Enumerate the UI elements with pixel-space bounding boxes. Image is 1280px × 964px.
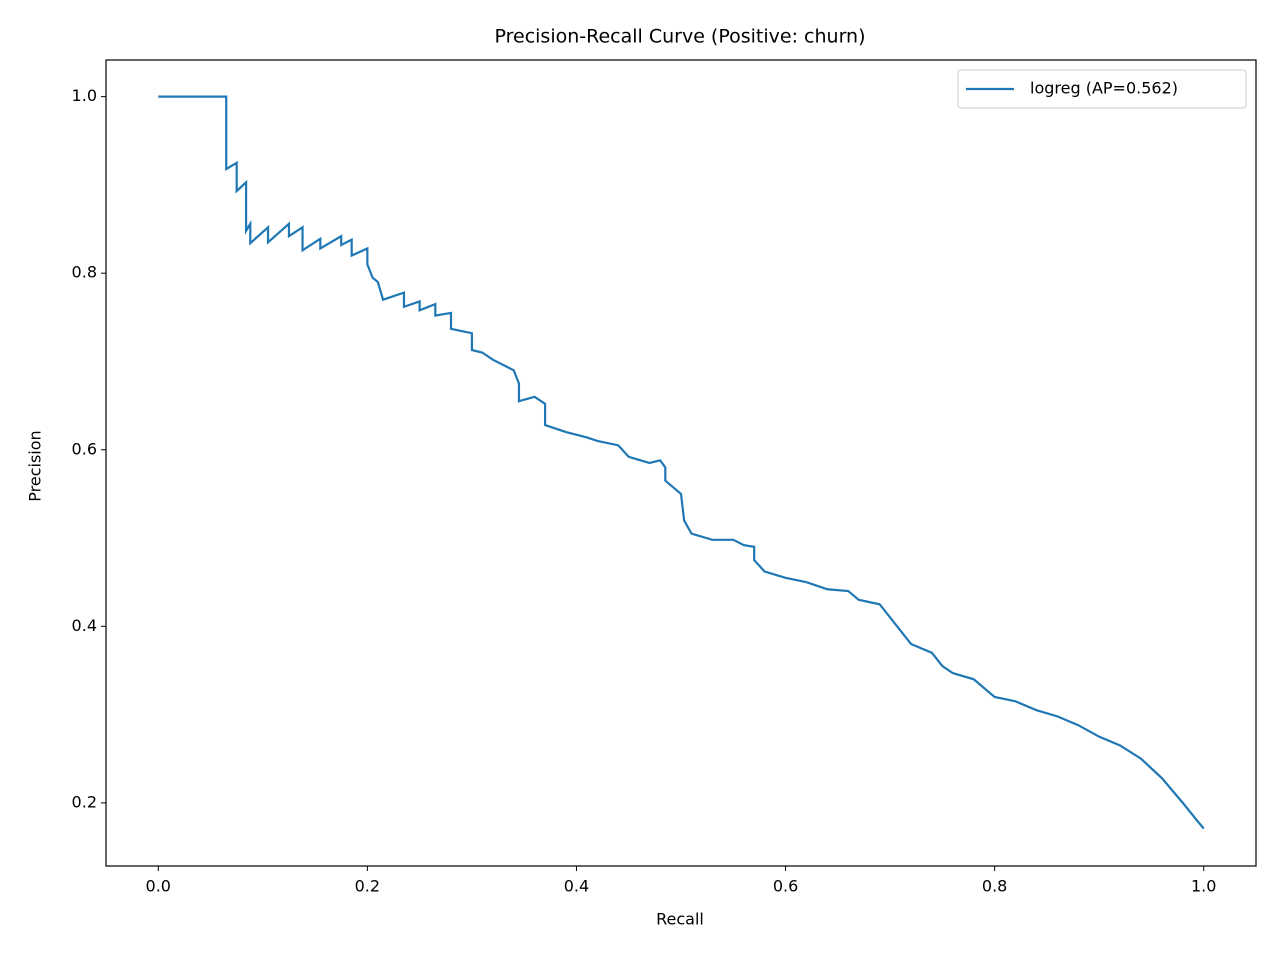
x-tick-label: 0.6 bbox=[773, 877, 798, 896]
legend-box bbox=[957, 69, 1247, 109]
plot-frame bbox=[105, 59, 1257, 867]
x-tick-label: 0.8 bbox=[982, 877, 1007, 896]
chart-title: Precision-Recall Curve (Positive: churn) bbox=[494, 26, 865, 48]
x-tick-label: 0.0 bbox=[146, 877, 171, 896]
line-series bbox=[158, 95, 1205, 830]
x-tick-label: 0.4 bbox=[564, 877, 589, 896]
y-tick-label: 0.8 bbox=[72, 263, 97, 282]
y-tick-label: 0.4 bbox=[72, 616, 97, 635]
y-tick-label: 1.0 bbox=[72, 86, 97, 105]
y-axis-label: Precision bbox=[26, 430, 45, 501]
y-tick-label: 0.2 bbox=[72, 792, 97, 811]
x-tick-label: 1.0 bbox=[1191, 877, 1216, 896]
x-tick-label: 0.2 bbox=[355, 877, 380, 896]
x-axis-label: Recall bbox=[656, 910, 704, 929]
legend-label: logreg (AP=0.562) bbox=[1030, 79, 1178, 98]
y-tick-label: 0.6 bbox=[72, 439, 97, 458]
